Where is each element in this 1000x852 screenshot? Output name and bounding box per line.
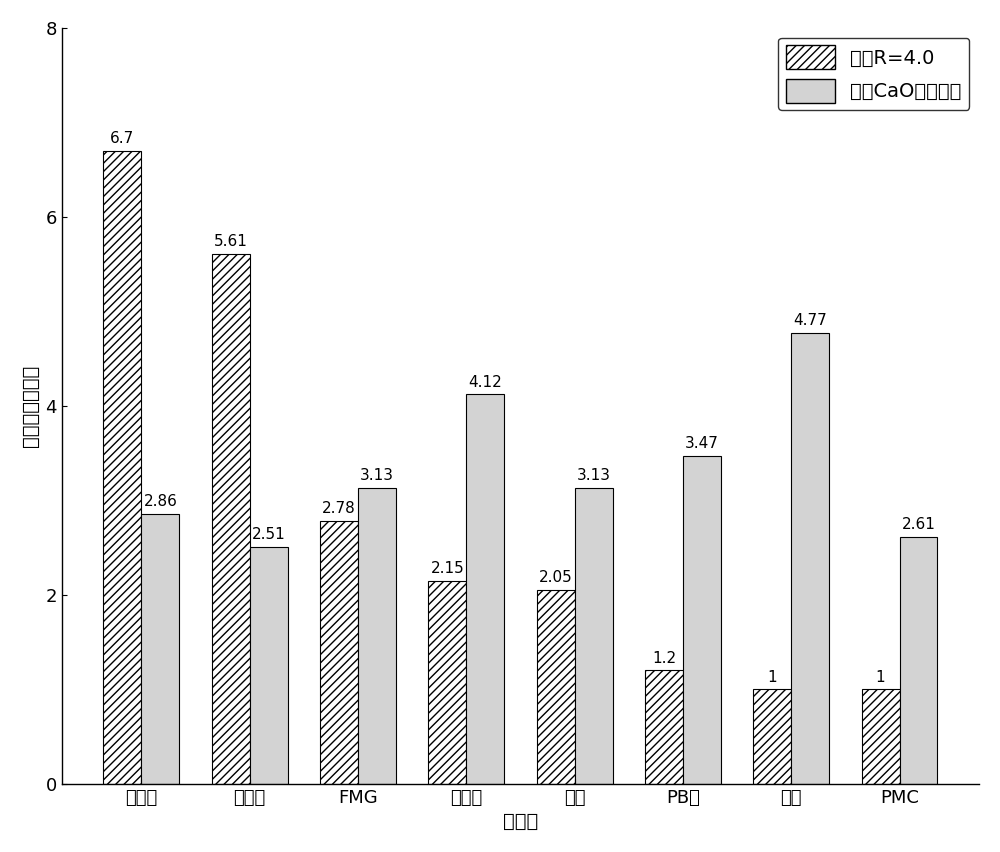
Bar — [103, 151, 141, 784]
Bar — [537, 590, 575, 784]
Bar — [900, 537, 937, 784]
Text: 5.61: 5.61 — [214, 234, 248, 249]
Bar — [250, 547, 288, 784]
Text: 2.86: 2.86 — [143, 494, 177, 509]
Text: 3.13: 3.13 — [577, 469, 611, 483]
Text: 2.15: 2.15 — [430, 561, 464, 576]
Bar — [212, 254, 250, 784]
Bar — [358, 488, 396, 784]
Bar — [862, 689, 900, 784]
Bar — [645, 671, 683, 784]
Text: 4.12: 4.12 — [468, 375, 502, 389]
Text: 4.77: 4.77 — [793, 314, 827, 328]
X-axis label: 铁矿粉: 铁矿粉 — [503, 812, 538, 832]
Text: 1: 1 — [767, 670, 777, 684]
Bar — [320, 521, 358, 784]
Y-axis label: 液相流动性指数: 液相流动性指数 — [21, 365, 40, 447]
Text: 3.47: 3.47 — [685, 436, 719, 452]
Bar — [575, 488, 613, 784]
Text: 2.78: 2.78 — [322, 501, 356, 516]
Text: 6.7: 6.7 — [110, 131, 135, 146]
Text: 2.51: 2.51 — [252, 527, 286, 542]
Bar — [141, 514, 179, 784]
Legend: 固定R=4.0, 固定CaO质量分数: 固定R=4.0, 固定CaO质量分数 — [778, 37, 969, 110]
Text: 3.13: 3.13 — [360, 469, 394, 483]
Bar — [428, 580, 466, 784]
Bar — [753, 689, 791, 784]
Text: 2.05: 2.05 — [539, 570, 573, 585]
Bar — [683, 456, 721, 784]
Text: 1: 1 — [876, 670, 885, 684]
Bar — [466, 394, 504, 784]
Text: 1.2: 1.2 — [652, 651, 676, 665]
Text: 2.61: 2.61 — [902, 517, 935, 532]
Bar — [791, 333, 829, 784]
